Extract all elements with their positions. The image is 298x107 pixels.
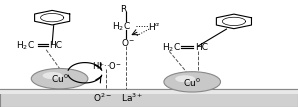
Circle shape bbox=[43, 72, 63, 79]
Text: R: R bbox=[121, 5, 127, 14]
Bar bbox=[0, 89, 298, 94]
Text: H$_2$C: H$_2$C bbox=[16, 39, 35, 52]
Circle shape bbox=[31, 68, 88, 89]
Circle shape bbox=[175, 75, 195, 82]
Text: HC: HC bbox=[195, 43, 208, 52]
Text: La$^{3+}$: La$^{3+}$ bbox=[121, 92, 144, 104]
Text: HC: HC bbox=[49, 41, 62, 50]
Text: H$_2$C: H$_2$C bbox=[112, 21, 131, 33]
Text: Cu$^0$: Cu$^0$ bbox=[183, 76, 201, 89]
Text: H$_2$C: H$_2$C bbox=[162, 41, 181, 54]
Bar bbox=[0, 89, 298, 107]
Circle shape bbox=[164, 72, 221, 92]
Text: H$^{\alpha}$: H$^{\alpha}$ bbox=[148, 21, 161, 32]
Text: O$^{-}$: O$^{-}$ bbox=[121, 37, 135, 48]
Text: H$^{+}$··O$^{-}$: H$^{+}$··O$^{-}$ bbox=[92, 60, 122, 72]
Text: Cu$^0$: Cu$^0$ bbox=[51, 73, 69, 85]
Text: O$^{2-}$: O$^{2-}$ bbox=[93, 92, 112, 104]
